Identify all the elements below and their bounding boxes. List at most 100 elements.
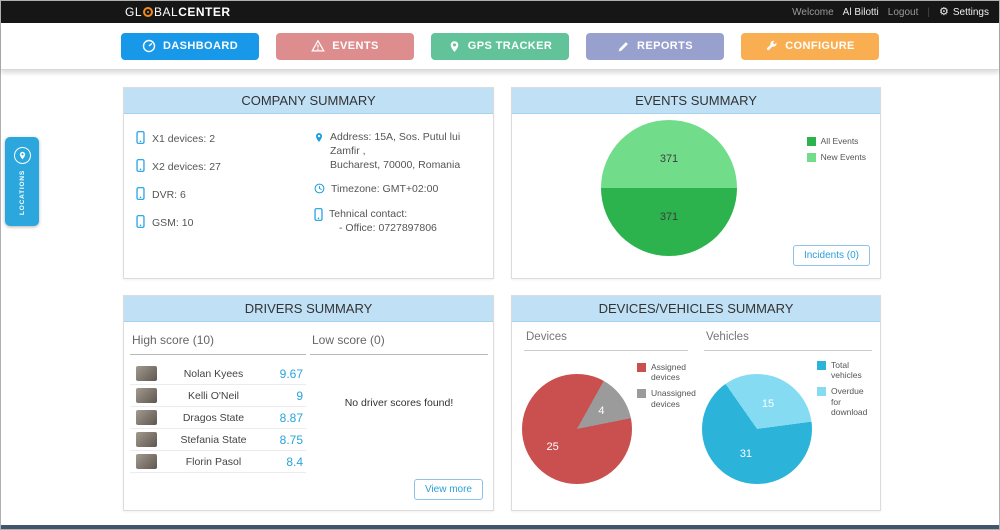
warning-triangle-icon <box>311 39 326 53</box>
nav-tab-events[interactable]: EVENTS <box>276 32 414 60</box>
driver-row[interactable]: Dragos State 8.87 <box>130 407 306 429</box>
settings-link[interactable]: ⚙ Settings <box>939 6 989 18</box>
vehicles-section-label: Vehicles <box>704 328 872 351</box>
vehicles-legend: Total vehicles Overdue for download <box>817 360 875 417</box>
driver-avatar <box>136 454 157 469</box>
legend-label: New Events <box>820 152 866 163</box>
pie-slice-value: 4 <box>598 405 605 418</box>
logout-link[interactable]: Logout <box>887 6 919 18</box>
drivers-summary-panel: DRIVERS SUMMARY High score (10) Nolan Ky… <box>123 295 494 511</box>
driver-row[interactable]: Florin Pasol 8.4 <box>130 451 306 473</box>
pie-slice-value: 15 <box>761 397 775 410</box>
view-more-button[interactable]: View more <box>413 479 483 500</box>
address-text: Address: 15A, Sos. Putul lui Zamfir , Bu… <box>330 130 483 173</box>
driver-score: 9 <box>296 388 303 403</box>
driver-row[interactable]: Nolan Kyees 9.67 <box>130 363 306 385</box>
driver-name: Kelli O'Neil <box>187 389 240 402</box>
device-count-row: GSM: 10 <box>136 214 314 231</box>
nav-label: REPORTS <box>637 40 693 52</box>
nav-tab-reports[interactable]: REPORTS <box>586 32 724 60</box>
incidents-button[interactable]: Incidents (0) <box>792 245 870 266</box>
legend-label: Assigned devices <box>651 362 686 383</box>
driver-avatar <box>136 410 157 425</box>
legend-item: Overdue for download <box>817 386 875 417</box>
device-count-label: X1 devices: 2 <box>152 132 216 145</box>
legend-item: Total vehicles <box>817 360 875 380</box>
driver-name: Nolan Kyees <box>183 367 244 380</box>
nav-label: GPS TRACKER <box>467 40 553 52</box>
settings-label: Settings <box>952 6 989 18</box>
nav-label: CONFIGURE <box>785 40 855 52</box>
driver-score: 8.4 <box>286 454 303 469</box>
legend-label: Unassigned devices <box>651 388 696 409</box>
driver-avatar <box>136 388 157 403</box>
nav-label: EVENTS <box>332 40 379 52</box>
high-score-title: High score (10) <box>130 330 306 355</box>
locations-side-tab[interactable]: LOCATIONS <box>5 137 39 226</box>
pie-slice-value: 371 <box>659 153 679 166</box>
legend-swatch-total-vehicles <box>817 361 826 370</box>
legend-item: All Events <box>806 136 866 146</box>
pie-slice-value: 25 <box>546 440 559 453</box>
address-row: Address: 15A, Sos. Putul lui Zamfir , Bu… <box>314 130 483 173</box>
wrench-icon <box>765 40 778 53</box>
device-count-label: GSM: 10 <box>152 216 194 229</box>
device-icon <box>136 131 145 147</box>
logo-globe-icon <box>143 7 154 17</box>
legend-swatch-assigned <box>637 363 646 372</box>
map-pin-icon <box>448 40 461 53</box>
nav-tab-gps-tracker[interactable]: GPS TRACKER <box>431 32 569 60</box>
app-logo: GL BAL CENTER <box>125 5 231 19</box>
events-pie-chart: 371 371 <box>601 120 737 256</box>
driver-avatar <box>136 366 157 381</box>
address-pin-icon <box>314 131 324 148</box>
bottom-edge <box>1 525 999 529</box>
driver-row[interactable]: Kelli O'Neil 9 <box>130 385 306 407</box>
logo-text-mid: BAL <box>154 5 179 19</box>
legend-label: Total vehicles <box>831 360 862 381</box>
company-device-counts: X1 devices: 2 X2 devices: 27 DVR: 6 GSM:… <box>136 130 314 235</box>
devices-legend: Assigned devices Unassigned devices <box>637 362 699 409</box>
contact-row: Tehnical contact: - Office: 0727897806 <box>314 207 483 235</box>
device-count-row: DVR: 6 <box>136 186 314 203</box>
nav-label: DASHBOARD <box>162 40 239 52</box>
logo-text-left: GL <box>125 5 143 19</box>
legend-item: Assigned devices <box>637 362 699 382</box>
panel-title: DEVICES/VEHICLES SUMMARY <box>512 296 880 322</box>
company-summary-panel: COMPANY SUMMARY X1 devices: 2 X2 devices… <box>123 87 494 279</box>
devices-section-label: Devices <box>524 328 688 351</box>
company-contact-info: Address: 15A, Sos. Putul lui Zamfir , Bu… <box>314 130 483 235</box>
driver-score: 9.67 <box>279 366 303 381</box>
driver-name: Dragos State <box>182 411 245 424</box>
device-count-row: X2 devices: 27 <box>136 158 314 175</box>
driver-score: 8.87 <box>279 410 303 425</box>
topbar-right: Welcome Al Bilotti Logout | ⚙ Settings <box>792 6 999 18</box>
high-score-list: Nolan Kyees 9.67 Kelli O'Neil 9 Dragos S… <box>130 363 306 473</box>
clock-icon <box>314 183 325 198</box>
address-line1: Address: 15A, Sos. Putul lui Zamfir , <box>330 131 461 158</box>
legend-item: Unassigned devices <box>637 388 699 409</box>
device-icon <box>136 215 145 231</box>
driver-avatar <box>136 432 157 447</box>
low-score-empty-message: No driver scores found! <box>344 397 454 409</box>
device-icon <box>136 159 145 175</box>
nav-tab-dashboard[interactable]: DASHBOARD <box>121 32 259 60</box>
pie-slice-value: 31 <box>739 448 753 461</box>
low-score-column: Low score (0) No driver scores found! <box>310 330 488 409</box>
driver-score: 8.75 <box>279 432 303 447</box>
topbar: GL BAL CENTER Welcome Al Bilotti Logout | … <box>1 1 999 23</box>
devices-pie-chart: 4 25 <box>522 374 632 484</box>
nav-tab-configure[interactable]: CONFIGURE <box>741 32 879 60</box>
panel-title: DRIVERS SUMMARY <box>124 296 493 322</box>
driver-row[interactable]: Stefania State 8.75 <box>130 429 306 451</box>
legend-swatch-new-events <box>806 153 816 163</box>
address-line2: Bucharest, 70000, Romania <box>330 159 461 172</box>
contact-label: Tehnical contact: <box>329 207 408 220</box>
current-username: Al Bilotti <box>842 6 879 18</box>
panel-title: EVENTS SUMMARY <box>512 88 880 114</box>
timezone-row: Timezone: GMT+02:00 <box>314 182 483 198</box>
legend-label: All Events <box>820 136 859 146</box>
panel-title: COMPANY SUMMARY <box>124 88 493 114</box>
main-nav: DASHBOARD EVENTS GPS TRACKER REPORTS CON… <box>1 23 999 70</box>
driver-name: Florin Pasol <box>185 455 242 468</box>
